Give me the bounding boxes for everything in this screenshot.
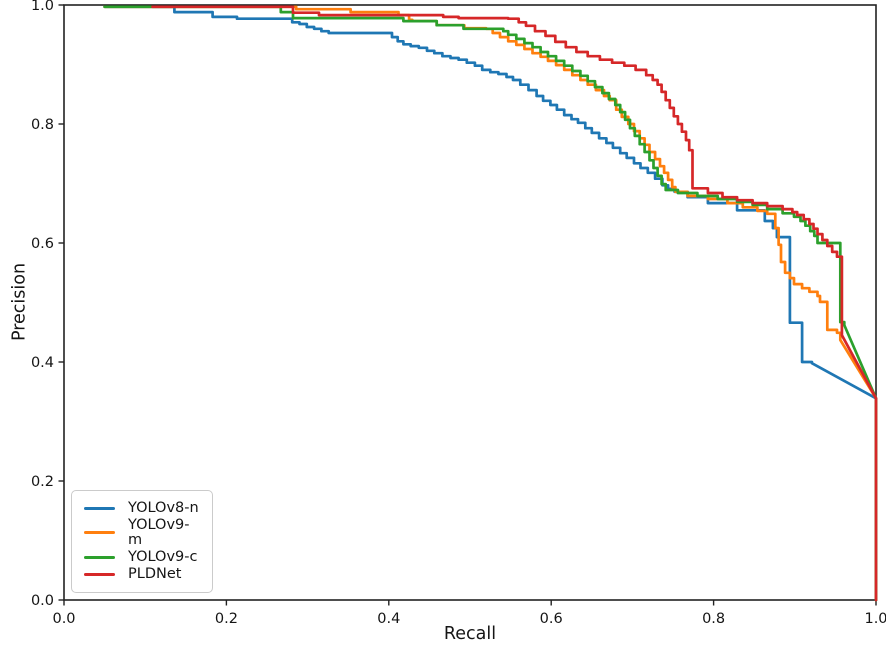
x-tick-label: 0.8 — [702, 611, 725, 627]
legend-item-yolov9-c: YOLOv9-c — [84, 550, 200, 565]
legend-item-pldnet: PLDNet — [84, 567, 200, 582]
series-line-yolov8-n — [103, 5, 878, 602]
y-tick-label: 0.8 — [31, 117, 54, 133]
series-line-pldnet — [151, 5, 878, 602]
y-tick-label: 0.2 — [31, 474, 54, 490]
x-tick-label: 0.2 — [215, 611, 238, 627]
plot-frame — [63, 4, 877, 601]
series-line-yolov9-c — [103, 5, 878, 602]
y-tick-label: 0.0 — [31, 593, 54, 609]
x-tick-label: 0.0 — [52, 611, 75, 627]
legend-line-swatch — [84, 573, 115, 577]
x-tick-label: 0.4 — [377, 611, 400, 627]
legend-line-swatch — [84, 506, 115, 510]
legend-item-yolov9-m: YOLOv9-m — [84, 518, 200, 547]
legend-line-swatch — [84, 555, 115, 559]
legend: YOLOv8-n YOLOv9-m YOLOv9-c PLDNet — [71, 490, 213, 593]
legend-item-yolov8-n: YOLOv8-n — [84, 501, 200, 516]
y-tick-label: 0.6 — [31, 236, 54, 252]
y-tick-label: 0.4 — [31, 355, 54, 371]
legend-line-swatch — [84, 531, 115, 535]
x-tick-label: 0.6 — [540, 611, 563, 627]
y-axis-label: Precision — [9, 262, 30, 342]
x-tick-label: 1.0 — [864, 611, 886, 627]
legend-label: PLDNet — [128, 566, 182, 583]
x-axis-label: Recall — [443, 624, 497, 644]
y-tick-label: 1.0 — [31, 0, 54, 14]
legend-label: YOLOv9-m — [128, 517, 190, 548]
series-line-yolov9-m — [103, 5, 878, 602]
legend-label: YOLOv9-c — [128, 549, 198, 566]
legend-label: YOLOv8-n — [128, 500, 199, 516]
